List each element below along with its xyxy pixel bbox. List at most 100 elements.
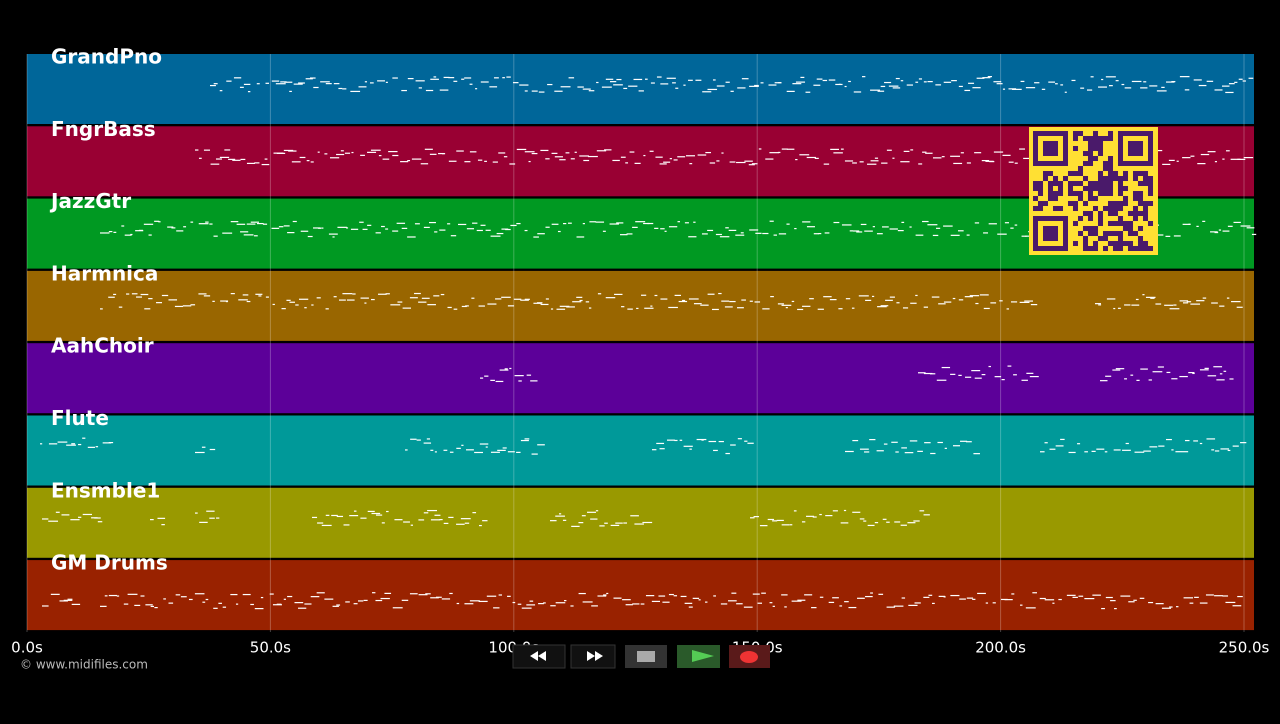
note <box>305 78 313 80</box>
note <box>786 90 795 92</box>
note <box>447 223 451 225</box>
note <box>874 157 879 159</box>
note <box>666 77 676 79</box>
note <box>350 90 361 93</box>
qr-module <box>1088 186 1093 191</box>
note <box>418 87 422 89</box>
note <box>461 305 467 308</box>
note <box>388 150 398 153</box>
note <box>337 226 347 228</box>
note <box>909 226 912 228</box>
note <box>819 513 822 516</box>
note <box>1025 607 1036 609</box>
note <box>1156 149 1163 152</box>
note <box>466 449 474 451</box>
note <box>1161 86 1165 88</box>
qr-module <box>1098 151 1103 156</box>
play-icon <box>692 650 714 662</box>
note <box>450 235 457 237</box>
note <box>232 159 241 161</box>
note <box>658 595 666 597</box>
qr-module <box>1138 171 1143 176</box>
note <box>219 90 223 92</box>
note <box>645 595 655 597</box>
note <box>518 380 522 382</box>
note <box>180 596 187 598</box>
note <box>1143 81 1147 83</box>
note <box>725 227 729 229</box>
note <box>719 236 730 238</box>
note <box>698 599 701 601</box>
note <box>198 223 209 225</box>
note <box>718 292 722 295</box>
note <box>70 519 80 521</box>
note <box>664 230 667 232</box>
note <box>1084 597 1095 600</box>
note <box>943 225 953 227</box>
note <box>929 373 936 375</box>
note <box>823 163 830 165</box>
note <box>976 77 985 79</box>
note <box>440 293 445 296</box>
note <box>550 605 556 607</box>
note <box>957 230 964 232</box>
note <box>352 293 356 295</box>
note <box>633 78 643 81</box>
note <box>907 522 916 524</box>
note <box>235 603 239 605</box>
note <box>225 300 228 303</box>
note <box>540 303 549 306</box>
note <box>697 154 707 156</box>
note <box>478 305 485 307</box>
note <box>441 153 446 155</box>
note <box>588 307 592 309</box>
note <box>364 81 368 83</box>
note <box>1207 375 1217 377</box>
qr-module <box>1078 181 1083 186</box>
note <box>516 451 521 453</box>
note <box>565 152 570 154</box>
note <box>309 77 316 79</box>
note <box>434 231 438 233</box>
note <box>531 152 538 155</box>
note <box>852 511 861 513</box>
note <box>108 441 114 444</box>
note <box>1158 445 1165 447</box>
note <box>390 304 401 306</box>
note <box>418 301 427 303</box>
note <box>329 157 340 159</box>
qr-module <box>1108 186 1113 191</box>
qr-module <box>1138 196 1143 201</box>
qr-module <box>1073 146 1078 151</box>
note <box>786 223 790 225</box>
note <box>918 78 923 80</box>
note <box>1025 87 1036 89</box>
note <box>616 78 622 81</box>
note <box>563 222 567 225</box>
note <box>1131 304 1140 306</box>
note <box>261 163 270 166</box>
note <box>118 306 123 308</box>
note <box>271 227 280 229</box>
note <box>392 607 403 609</box>
note <box>660 228 665 230</box>
note <box>858 295 869 297</box>
note <box>430 78 439 80</box>
note <box>817 308 824 310</box>
note <box>880 305 889 307</box>
note <box>1077 443 1081 445</box>
note <box>325 308 329 310</box>
note <box>974 222 980 224</box>
note <box>923 81 927 83</box>
note <box>530 380 538 382</box>
qr-module <box>1078 166 1083 171</box>
note <box>209 448 216 451</box>
note <box>531 90 538 92</box>
qr-module <box>1113 211 1118 216</box>
note <box>750 517 755 519</box>
note <box>917 450 923 452</box>
note <box>804 594 813 596</box>
note <box>941 366 951 369</box>
note <box>415 80 425 82</box>
note <box>1140 87 1148 89</box>
